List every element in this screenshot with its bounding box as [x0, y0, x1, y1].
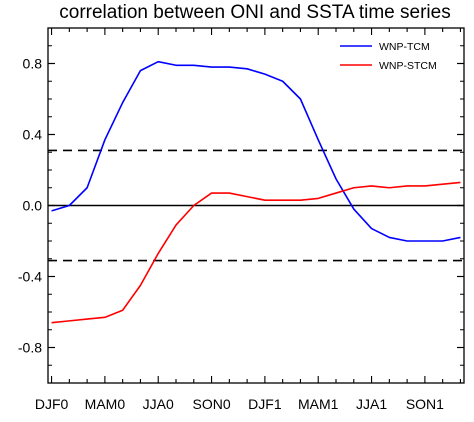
y-tick-label: 0.0	[23, 198, 43, 214]
legend-label-wnp-stcm: WNP-STCM	[379, 60, 437, 72]
x-tick-label: SON0	[192, 396, 230, 412]
x-tick-label: JJA0	[143, 396, 174, 412]
y-tick-label: 0.4	[23, 127, 43, 143]
x-tick-label: MAM1	[298, 396, 339, 412]
series-line-wnp-tcm	[51, 60, 461, 242]
x-tick-label: DJF1	[248, 396, 282, 412]
reference-lines	[48, 149, 464, 262]
x-tick-label: JJA1	[356, 396, 387, 412]
legend-label-wnp-tcm: WNP-TCM	[379, 41, 430, 53]
x-tick-label: SON1	[406, 396, 444, 412]
legend: WNP-TCM WNP-STCM	[340, 41, 437, 72]
y-tick-label: -0.4	[18, 269, 42, 285]
x-axis: DJF0 MAM0 JJA0 SON0 DJF1 MAM1 JJA1 SON1	[35, 28, 461, 412]
series-layer	[51, 60, 461, 324]
series-line-wnp-stcm	[51, 181, 461, 324]
x-tick-label: DJF0	[35, 396, 69, 412]
x-tick-label: MAM0	[85, 396, 126, 412]
y-axis: 0.8 0.4 0.0 -0.4 -0.8	[18, 27, 464, 384]
chart-title: correlation between ONI and SSTA time se…	[59, 2, 450, 23]
y-tick-label: -0.8	[18, 340, 42, 356]
y-tick-label: 0.8	[23, 56, 43, 72]
